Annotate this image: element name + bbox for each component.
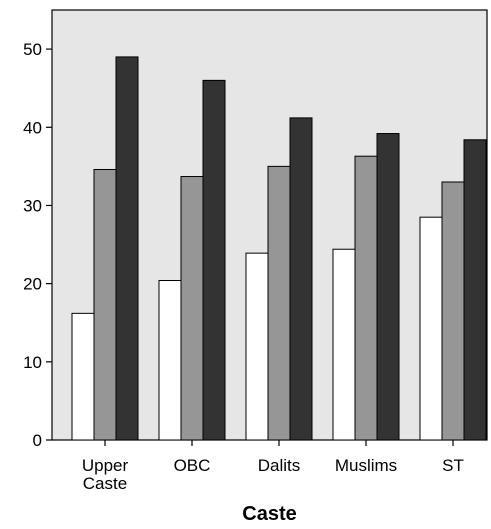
bars-group (71, 56, 487, 441)
bar (71, 312, 95, 441)
bar (158, 280, 182, 441)
bar (93, 168, 117, 441)
bar (419, 216, 443, 441)
bar (115, 56, 139, 441)
bar (332, 248, 356, 441)
bar (180, 176, 204, 441)
x-axis-title: Caste (242, 503, 296, 525)
bar (441, 181, 465, 441)
bar (376, 133, 400, 441)
y-tick-label: 50 (23, 40, 42, 59)
y-axis: 0 10 20 30 40 50 (23, 40, 52, 450)
x-tick-label: OBC (174, 456, 211, 475)
bar (463, 139, 487, 441)
y-tick-label: 20 (23, 275, 42, 294)
x-tick-label: ST (442, 456, 464, 475)
y-tick-label: 0 (33, 431, 42, 450)
y-tick-label: 30 (23, 196, 42, 215)
bar (289, 117, 313, 441)
bar (245, 252, 269, 441)
y-tick-label: 10 (23, 353, 42, 372)
y-tick-label: 40 (23, 118, 42, 137)
x-tick-label: Muslims (335, 456, 397, 475)
bar (202, 79, 226, 441)
x-tick-label: Caste (83, 474, 127, 493)
bar (267, 165, 291, 441)
x-tick-label: Upper (82, 456, 129, 475)
bar (354, 155, 378, 441)
x-tick-label: Dalits (258, 456, 301, 475)
